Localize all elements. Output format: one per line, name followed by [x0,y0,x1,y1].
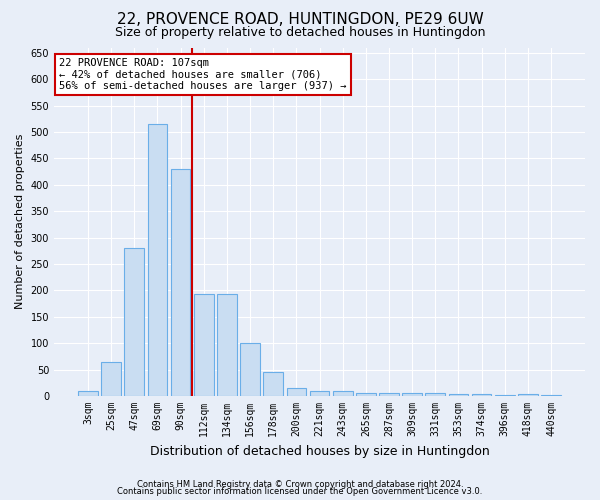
Bar [379,394,399,396]
Bar [310,391,329,396]
Bar [217,294,237,396]
Text: 22, PROVENCE ROAD, HUNTINGDON, PE29 6UW: 22, PROVENCE ROAD, HUNTINGDON, PE29 6UW [116,12,484,28]
Bar [402,394,422,396]
Bar [240,343,260,396]
Bar [518,394,538,396]
Bar [356,394,376,396]
Text: Size of property relative to detached houses in Huntingdon: Size of property relative to detached ho… [115,26,485,39]
Bar [425,394,445,396]
Bar [472,394,491,396]
Bar [541,395,561,396]
Y-axis label: Number of detached properties: Number of detached properties [15,134,25,310]
Bar [101,362,121,396]
Bar [333,391,353,396]
Bar [171,169,190,396]
Bar [194,294,214,396]
Text: Contains HM Land Registry data © Crown copyright and database right 2024.: Contains HM Land Registry data © Crown c… [137,480,463,489]
Bar [495,395,515,396]
Text: Contains public sector information licensed under the Open Government Licence v3: Contains public sector information licen… [118,487,482,496]
Bar [287,388,306,396]
Bar [78,391,98,396]
Text: 22 PROVENCE ROAD: 107sqm
← 42% of detached houses are smaller (706)
56% of semi-: 22 PROVENCE ROAD: 107sqm ← 42% of detach… [59,58,347,91]
X-axis label: Distribution of detached houses by size in Huntingdon: Distribution of detached houses by size … [149,444,490,458]
Bar [148,124,167,396]
Bar [263,372,283,396]
Bar [124,248,144,396]
Bar [449,394,468,396]
